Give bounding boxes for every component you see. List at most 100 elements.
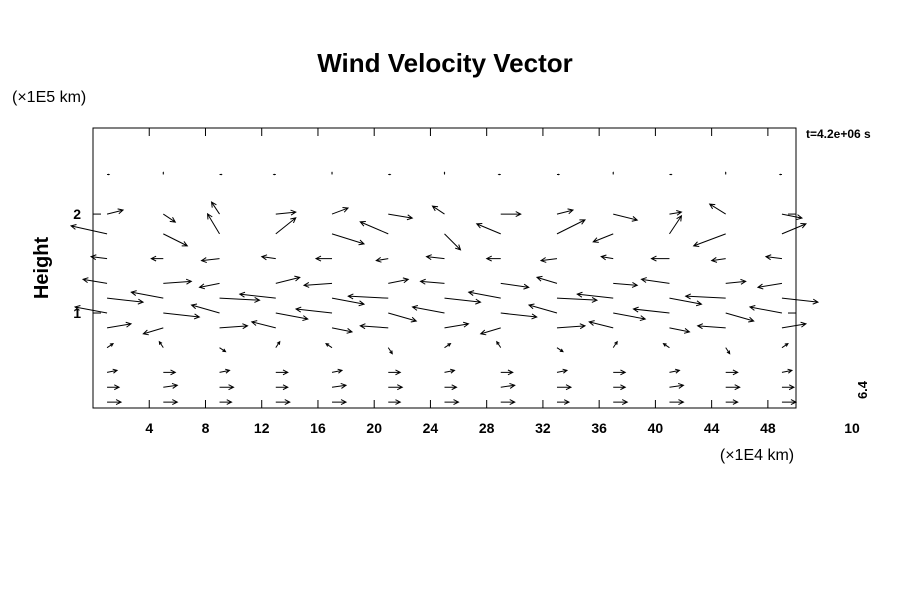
vector-arrow xyxy=(725,399,739,405)
x-tick-label: 28 xyxy=(479,420,495,436)
vector-arrow xyxy=(302,282,333,288)
vector-arrow xyxy=(69,224,108,235)
vector-arrow xyxy=(444,343,452,349)
vector-arrow xyxy=(163,213,177,223)
vector-arrow xyxy=(81,277,108,284)
vector-arrow xyxy=(781,384,796,391)
vector-arrow xyxy=(496,340,502,348)
y-tick-label: 2 xyxy=(73,206,81,222)
vector-arrow xyxy=(275,369,289,376)
vector-arrow xyxy=(781,222,807,235)
vector-arrow xyxy=(696,323,726,330)
vector-arrow xyxy=(444,233,462,251)
vector-arrow xyxy=(669,297,703,307)
vector-arrow xyxy=(106,321,133,329)
vector-arrow xyxy=(748,305,783,314)
x-tick-label: 16 xyxy=(310,420,326,436)
vector-arrow xyxy=(431,205,445,215)
vector-arrow xyxy=(710,257,726,263)
vector-arrow xyxy=(479,327,501,336)
vector-arrow xyxy=(250,320,276,329)
vector-arrow xyxy=(613,399,629,406)
vector-arrow xyxy=(632,306,670,314)
vector-arrow xyxy=(331,327,354,334)
vector-arrow xyxy=(475,222,501,235)
x-tick-label: 4 xyxy=(145,420,153,436)
vector-arrow xyxy=(669,368,681,374)
vector-arrow xyxy=(781,368,794,374)
vector-arrow xyxy=(388,277,410,284)
vector-arrow xyxy=(725,369,739,376)
x-tick-label: 24 xyxy=(423,420,439,436)
time-label: t=4.2e+06 s xyxy=(806,127,871,141)
vector-arrow xyxy=(162,171,165,175)
vector-arrow xyxy=(107,384,121,391)
vector-arrow xyxy=(588,320,614,329)
x-tick-label: 8 xyxy=(202,420,210,436)
vector-arrow xyxy=(556,323,587,330)
vector-arrow xyxy=(89,254,108,261)
vector-arrow xyxy=(781,399,798,406)
vector-arrow xyxy=(219,173,223,176)
vector-arrow xyxy=(158,340,164,348)
vector-arrow xyxy=(331,206,350,215)
vector-arrow xyxy=(556,208,575,215)
scale-sublabel: 10 xyxy=(844,420,860,436)
vector-arrow xyxy=(275,399,291,406)
plot-frame xyxy=(92,127,797,409)
vector-arrow xyxy=(556,219,586,235)
x-tick-label: 44 xyxy=(704,420,720,436)
vector-arrow xyxy=(198,282,220,290)
y-unit: (×1E5 km) xyxy=(12,89,86,106)
vector-arrow xyxy=(219,296,261,303)
vector-arrow xyxy=(444,297,482,305)
vector-arrow xyxy=(708,203,726,215)
vector-arrow xyxy=(206,212,220,235)
y-axis-label: Height xyxy=(31,237,53,300)
vector-arrow xyxy=(756,282,783,290)
vector-arrow xyxy=(73,305,108,314)
vector-arrow xyxy=(612,340,618,348)
vector-arrow xyxy=(669,382,685,389)
vector-arrow xyxy=(500,282,530,290)
vector-arrow xyxy=(650,255,670,262)
vector-arrow xyxy=(556,368,569,374)
vector-arrow xyxy=(388,213,414,221)
vector-arrow xyxy=(272,173,276,176)
x-tick-label: 40 xyxy=(648,420,664,436)
vector-arrow xyxy=(444,399,460,406)
vector-arrow xyxy=(444,384,458,391)
vector-arrow xyxy=(106,208,125,215)
vector-arrow xyxy=(539,257,558,263)
vector-arrow xyxy=(600,254,614,261)
vector-arrow xyxy=(200,257,220,264)
vector-arrow xyxy=(500,369,514,376)
vector-arrow xyxy=(107,173,111,176)
vector-arrow xyxy=(219,399,233,405)
vector-arrow xyxy=(576,291,614,299)
vector-arrow xyxy=(260,254,276,261)
vector-arrow xyxy=(388,369,402,376)
vector-arrow xyxy=(130,290,164,299)
vector-arrow xyxy=(275,312,309,322)
vector-arrow xyxy=(692,233,726,247)
chart-title: Wind Velocity Vector xyxy=(317,48,573,78)
vector-arrow xyxy=(556,399,571,405)
vector-arrow xyxy=(443,171,446,175)
vector-arrow xyxy=(219,347,227,353)
vector-arrow xyxy=(331,171,333,175)
vector-arrow xyxy=(724,171,727,175)
vector-arrow xyxy=(500,382,516,389)
x-unit: (×1E4 km) xyxy=(720,447,794,464)
vector-arrow xyxy=(275,209,297,216)
vector-arrow xyxy=(781,297,820,305)
vector-arrow xyxy=(411,305,445,314)
vector-arrow xyxy=(107,297,145,305)
vector-arrow xyxy=(613,213,639,222)
vector-arrow xyxy=(347,293,389,300)
vector-arrow xyxy=(669,210,683,216)
vector-arrow xyxy=(190,303,220,314)
vector-arrow xyxy=(106,343,114,349)
vector-arrow xyxy=(725,278,747,285)
